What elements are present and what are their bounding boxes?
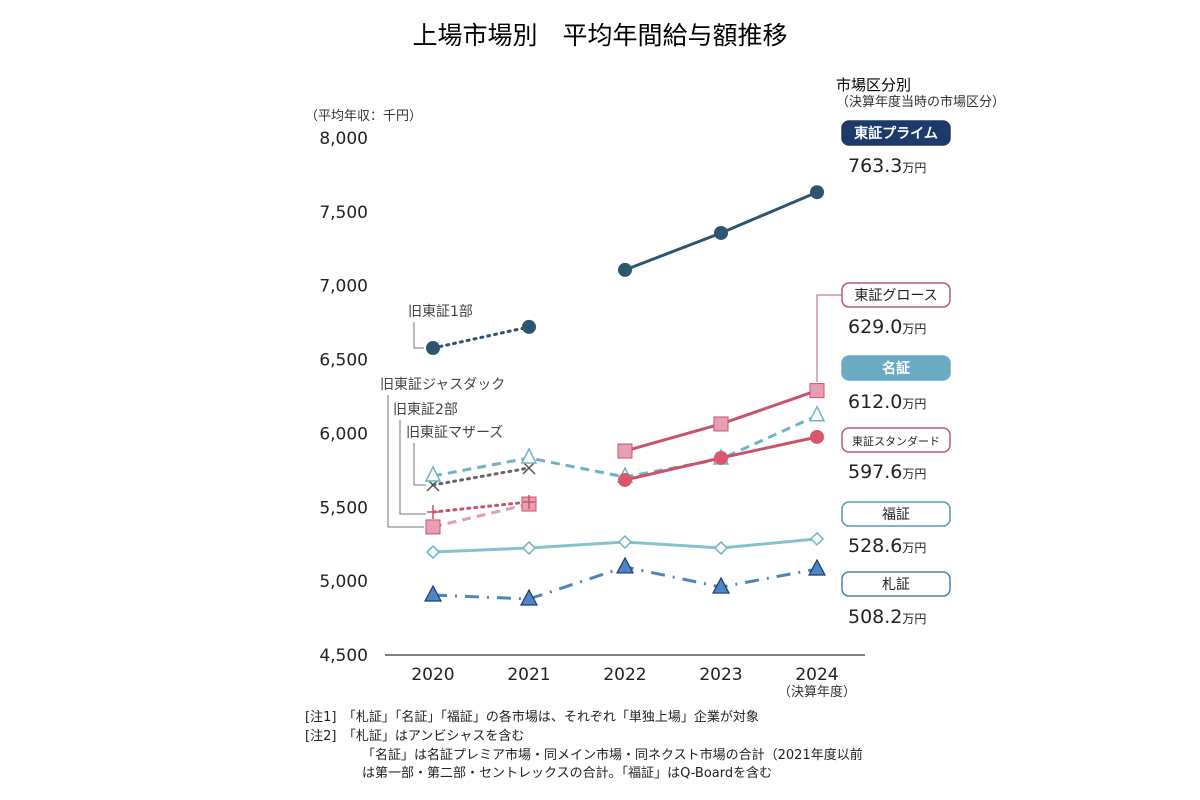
footnote: [注2] 「札証」はアンビシャスを含む bbox=[305, 728, 524, 744]
legend-box-4 bbox=[841, 501, 951, 527]
series-line-6 bbox=[431, 325, 531, 350]
legend-value: 528.6万円 bbox=[848, 535, 926, 557]
legend-value: 629.0万円 bbox=[848, 316, 926, 338]
data-point bbox=[713, 416, 729, 432]
legend-title: 市場区分別 bbox=[836, 76, 911, 94]
data-point bbox=[427, 505, 439, 520]
series-line-8 bbox=[431, 500, 531, 514]
x-axis-label: （決算年度） bbox=[778, 684, 856, 700]
legacy-series-label: 旧東証1部 bbox=[408, 304, 473, 320]
chart-title: 上場市場別 平均年間給与額推移 bbox=[412, 21, 787, 50]
data-point bbox=[425, 544, 441, 560]
data-point bbox=[714, 450, 728, 465]
label-connector bbox=[399, 420, 426, 515]
data-point bbox=[617, 534, 633, 550]
x-tick-label: 2024 bbox=[795, 665, 838, 685]
data-point bbox=[808, 558, 826, 576]
footnote: は第一部・第二部・セントレックスの合計。「福証」はQ-Boardを含む bbox=[362, 765, 772, 781]
x-tick-label: 2022 bbox=[603, 665, 646, 685]
legend-unit: 万円 bbox=[902, 161, 926, 175]
data-point bbox=[809, 531, 825, 546]
legend-unit: 万円 bbox=[902, 397, 926, 411]
data-point bbox=[618, 472, 632, 487]
x-tick-label: 2021 bbox=[507, 665, 550, 685]
y-tick-label: 6,500 bbox=[319, 351, 368, 371]
data-point bbox=[714, 225, 728, 240]
data-point bbox=[712, 576, 730, 594]
data-point bbox=[425, 519, 441, 535]
legend-box-5 bbox=[841, 571, 951, 597]
x-tick-label: 2020 bbox=[411, 665, 454, 685]
legend-value: 763.3万円 bbox=[848, 155, 926, 177]
legacy-series-label: 旧東証ジャスダック bbox=[380, 377, 505, 393]
legend-box-3 bbox=[841, 427, 951, 453]
legend-value: 612.0万円 bbox=[848, 391, 926, 413]
data-point bbox=[521, 540, 537, 556]
series-line-7 bbox=[432, 502, 530, 529]
legend-box-2 bbox=[841, 355, 951, 381]
x-tick-label: 2023 bbox=[699, 665, 742, 685]
data-point bbox=[520, 447, 538, 464]
data-point bbox=[522, 319, 536, 334]
legend-label: 東証グロース bbox=[854, 288, 937, 304]
y-tick-label: 6,000 bbox=[319, 424, 368, 444]
data-point bbox=[808, 405, 826, 422]
data-point bbox=[810, 185, 824, 200]
label-connector bbox=[413, 443, 426, 486]
data-point bbox=[713, 540, 729, 556]
y-tick-label: 8,000 bbox=[319, 129, 368, 149]
legend-label: 福証 bbox=[882, 507, 910, 523]
legacy-series-label: 旧東証2部 bbox=[393, 402, 458, 418]
y-axis-label: （平均年収：千円） bbox=[305, 109, 422, 124]
y-tick-label: 4,500 bbox=[319, 646, 368, 666]
footnote: 「名証」は名証プレミア市場・同メイン市場・同ネクスト市場の合計（2021年度以前 bbox=[362, 747, 863, 763]
data-point bbox=[809, 383, 825, 399]
y-tick-label: 5,500 bbox=[319, 498, 368, 518]
legacy-series-label: 旧東証マザーズ bbox=[406, 425, 503, 441]
series-line-9 bbox=[431, 466, 531, 487]
data-point bbox=[426, 341, 440, 356]
data-point bbox=[424, 465, 442, 482]
legend-box-0 bbox=[841, 120, 951, 146]
legend-unit: 万円 bbox=[902, 322, 926, 336]
legend-connector bbox=[816, 294, 842, 382]
legend-label: 東証スタンダード bbox=[852, 434, 940, 448]
y-tick-label: 7,000 bbox=[319, 277, 368, 297]
data-point bbox=[522, 461, 536, 475]
legend-label: 名証 bbox=[882, 360, 910, 377]
legend-unit: 万円 bbox=[902, 612, 926, 626]
legend-label: 東証プライム bbox=[854, 125, 938, 142]
data-point bbox=[617, 443, 633, 459]
legend-unit: 万円 bbox=[902, 467, 926, 481]
label-connector bbox=[413, 322, 424, 349]
legend-value: 597.6万円 bbox=[848, 461, 926, 483]
footnote: [注1] 「札証」「名証」「福証」の各市場は、それぞれ「単独上場」企業が対象 bbox=[305, 709, 759, 725]
data-point bbox=[618, 262, 632, 277]
label-connector bbox=[387, 395, 424, 528]
legend-unit: 万円 bbox=[902, 541, 926, 555]
data-point bbox=[810, 429, 824, 444]
legend-value: 508.2万円 bbox=[848, 606, 926, 628]
data-point bbox=[424, 584, 442, 602]
data-point bbox=[523, 494, 535, 509]
legend-subtitle: （決算年度当時の市場区分） bbox=[836, 94, 1005, 110]
y-tick-label: 5,000 bbox=[319, 572, 368, 592]
y-tick-label: 7,500 bbox=[319, 203, 368, 223]
data-point bbox=[520, 588, 538, 606]
legend-label: 札証 bbox=[882, 577, 910, 593]
data-point bbox=[616, 556, 634, 574]
